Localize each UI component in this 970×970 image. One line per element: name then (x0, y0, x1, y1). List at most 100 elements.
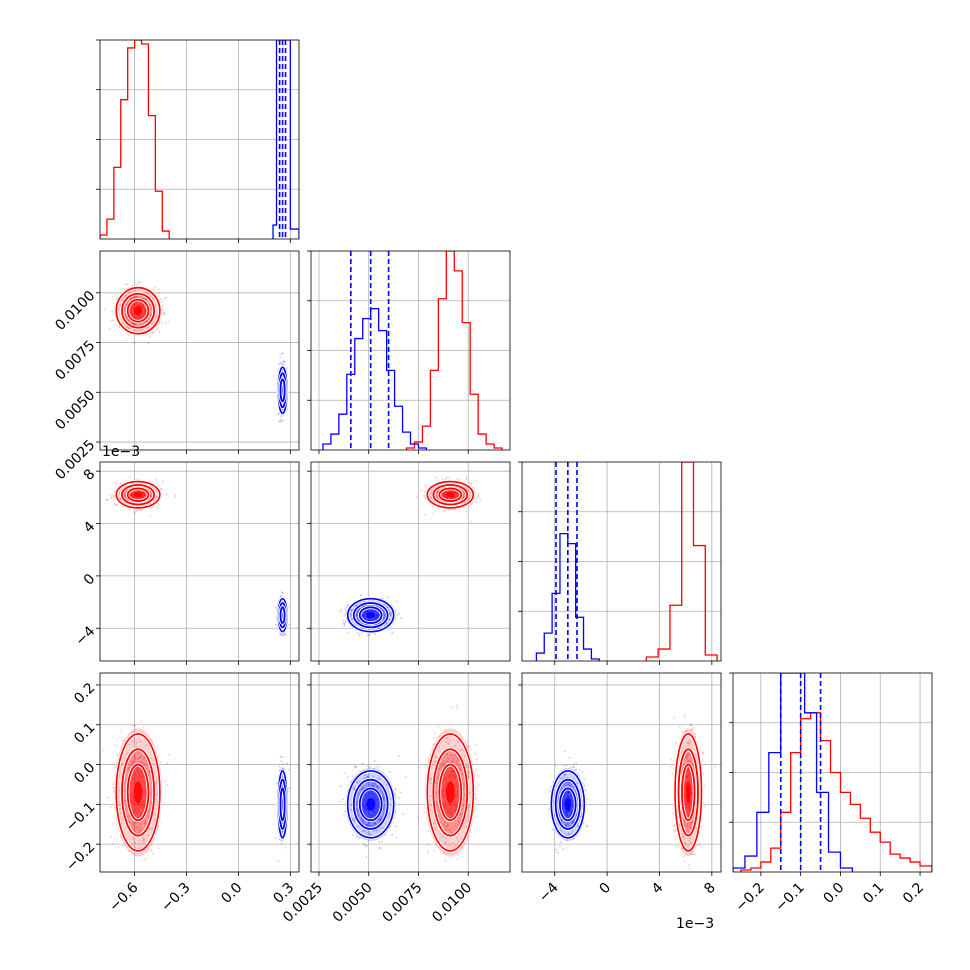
sample-point (342, 622, 345, 625)
sample-point (456, 858, 459, 860)
sample-point (443, 824, 446, 827)
sample-point (451, 807, 454, 809)
sample-point (144, 780, 147, 783)
sample-point (279, 420, 282, 423)
sample-point (130, 764, 133, 767)
sample-point (367, 634, 369, 637)
sample-point (143, 310, 146, 313)
sample-point (416, 496, 419, 498)
sample-point (129, 794, 132, 796)
sample-point (475, 797, 478, 800)
sample-point (477, 784, 480, 787)
sample-point (157, 828, 159, 830)
sample-point (132, 810, 135, 813)
sample-point (441, 762, 444, 764)
sample-point (453, 810, 456, 813)
sample-point (115, 503, 118, 506)
sample-point (133, 323, 135, 326)
sample-point (454, 495, 457, 498)
sample-point (154, 505, 156, 507)
density-fill (445, 492, 455, 498)
sample-point (131, 801, 134, 804)
sample-point (277, 860, 280, 862)
sample-point (376, 787, 378, 789)
sample-point (370, 610, 372, 613)
sample-point (138, 315, 141, 317)
sample-point (361, 614, 364, 617)
sample-point (143, 310, 146, 313)
sample-point (144, 821, 147, 824)
sample-point (137, 314, 140, 317)
sample-point (148, 335, 151, 338)
sample-point (131, 797, 134, 799)
sample-point (355, 613, 358, 616)
sample-point (144, 311, 147, 314)
sample-point (378, 615, 380, 618)
sample-point (143, 313, 145, 315)
sample-point (449, 739, 452, 742)
sample-point (281, 353, 283, 355)
sample-point (131, 795, 134, 798)
sample-point (385, 623, 388, 625)
sample-point (444, 493, 447, 495)
sample-point (154, 498, 157, 501)
sample-point (454, 773, 457, 776)
sample-point (140, 304, 142, 307)
sample-point (106, 796, 109, 799)
sample-point (447, 771, 449, 774)
sample-point (145, 857, 148, 860)
sample-point (445, 476, 448, 479)
sample-point (454, 795, 457, 798)
sample-point (112, 786, 114, 789)
sample-point (454, 493, 457, 495)
sample-point (138, 329, 141, 332)
sample-point (135, 305, 138, 307)
sample-point (132, 799, 135, 801)
sample-point (371, 784, 373, 787)
sample-point (138, 304, 140, 307)
sample-point (459, 750, 461, 752)
sample-point (372, 610, 374, 613)
sample-point (453, 806, 456, 808)
sample-point (132, 496, 135, 499)
sample-point (133, 724, 136, 727)
histogram-body (100, 40, 299, 239)
sample-point (443, 851, 446, 854)
scatter-body (105, 476, 291, 637)
sample-point (136, 314, 139, 317)
sample-point (444, 840, 447, 843)
sample-point (138, 776, 141, 779)
sample-point (382, 812, 385, 814)
sample-point (168, 753, 171, 756)
sample-point (378, 613, 381, 616)
sample-point (449, 754, 452, 757)
sample-point (447, 803, 450, 806)
sample-point (385, 605, 388, 607)
sample-point (128, 320, 131, 322)
sample-point (147, 815, 150, 818)
sample-point (164, 322, 167, 325)
sample-point (116, 754, 118, 757)
sample-point (280, 760, 283, 763)
sample-point (149, 771, 151, 774)
sample-point (459, 813, 462, 816)
sample-point (158, 331, 161, 333)
sample-point (455, 760, 458, 762)
sample-point (138, 831, 141, 834)
sample-point (143, 787, 145, 789)
sample-point (139, 814, 142, 817)
sample-point (448, 828, 451, 831)
sample-point (379, 819, 382, 822)
sample-point (445, 496, 448, 498)
sample-point (475, 496, 477, 499)
sample-point (456, 854, 459, 856)
y-tick-label-param-3: 0.1 (71, 720, 98, 747)
sample-point (139, 812, 142, 815)
sample-point (417, 816, 419, 819)
panel-frame (521, 461, 722, 662)
sample-point (130, 311, 132, 314)
sample-point (468, 804, 470, 807)
sample-point (355, 801, 357, 803)
sample-point (451, 831, 454, 834)
sample-point (389, 611, 391, 613)
